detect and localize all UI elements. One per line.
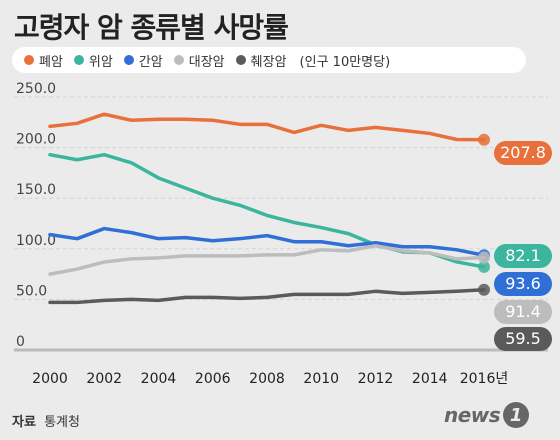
legend-swatch — [123, 55, 134, 65]
series-end-marker — [478, 133, 490, 146]
x-tick-label: 2000 — [32, 371, 68, 387]
end-value-label: 93.6 — [505, 274, 541, 293]
series-end-marker — [478, 260, 490, 273]
end-label-box — [494, 244, 552, 268]
x-tick-label: 2002 — [86, 371, 122, 387]
x-tick-label: 2010 — [303, 371, 339, 387]
legend-swatch — [173, 55, 184, 65]
end-label-box — [494, 300, 552, 324]
x-tick-label: 2008 — [249, 371, 285, 387]
legend-label: 폐암 — [39, 54, 63, 70]
end-value-label: 91.4 — [505, 302, 541, 321]
x-tick-label: 2004 — [141, 371, 177, 387]
x-tick-label: 2014 — [412, 371, 448, 387]
legend-item: 간암 — [123, 51, 163, 70]
end-value-label: 82.1 — [505, 246, 541, 265]
source-note: 자료 통계청 — [12, 411, 80, 430]
legend-swatch — [235, 55, 246, 65]
end-label-box — [494, 272, 552, 296]
series-line — [48, 288, 486, 305]
logo-text: news — [444, 403, 501, 427]
y-tick-label: 0 — [16, 334, 25, 350]
legend-label: 대장암 — [188, 54, 225, 70]
legend-unit: (인구 10만명당) — [299, 54, 391, 70]
y-tick-label: 100.0 — [16, 233, 56, 249]
end-value-label: 207.8 — [500, 143, 546, 162]
legend-label: 간암 — [138, 54, 163, 70]
legend: 폐암 위암 간암 대장암 췌장암 (인구 10만명당) — [12, 47, 526, 73]
legend-swatch — [73, 55, 84, 65]
x-tick-label: 2012 — [358, 371, 394, 387]
y-tick-label: 200.0 — [16, 132, 56, 148]
x-tick-label: 2016년 — [460, 371, 509, 387]
legend-item: 폐암 — [24, 51, 63, 70]
source-value: 통계청 — [44, 415, 80, 430]
legend-item: 위암 — [73, 51, 113, 70]
y-tick-label: 250.0 — [16, 81, 56, 97]
series-end-marker — [478, 283, 490, 296]
series-line — [48, 152, 486, 269]
end-value-label: 59.5 — [505, 329, 541, 348]
y-tick-label: 150.0 — [16, 182, 56, 198]
end-label-box — [494, 141, 552, 165]
end-label-box — [494, 327, 552, 351]
y-tick-label: 50.0 — [16, 283, 47, 299]
chart-title: 고령자 암 종류별 사망률 — [14, 11, 289, 44]
series-line — [48, 112, 486, 142]
x-tick-label: 2006 — [195, 371, 231, 387]
series-line — [48, 226, 486, 258]
series-line — [48, 244, 486, 276]
legend-item: 췌장암 — [235, 51, 287, 70]
legend-label: 위암 — [88, 54, 113, 70]
legend-swatch — [24, 55, 34, 65]
source-label: 자료 — [12, 415, 36, 430]
legend-label: 췌장암 — [250, 54, 287, 70]
legend-item: 대장암 — [173, 51, 225, 70]
series-end-marker — [478, 251, 490, 264]
news1-logo: news 1 — [444, 402, 530, 428]
logo-badge: 1 — [503, 402, 530, 428]
